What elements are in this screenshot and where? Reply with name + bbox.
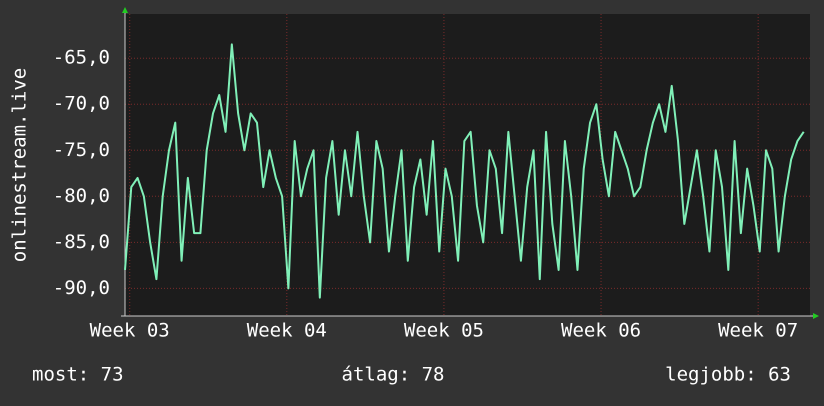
y-tick-label: -65,0: [53, 47, 110, 69]
y-tick-label: -90,0: [53, 277, 110, 299]
x-tick-label: Week 03: [90, 320, 170, 342]
x-axis-arrow: [813, 313, 819, 319]
stat-best: legjobb: 63: [665, 364, 791, 386]
y-tick-label: -70,0: [53, 93, 110, 115]
x-tick-label: Week 07: [718, 320, 798, 342]
y-axis-label: onlinestream.live: [9, 68, 31, 262]
data-line: [124, 43, 805, 299]
y-tick-label: -75,0: [53, 139, 110, 161]
x-tick-label: Week 05: [404, 320, 484, 342]
stat-current: most: 73: [32, 364, 124, 386]
y-tick-label: -85,0: [53, 231, 110, 253]
x-tick-label: Week 06: [561, 320, 641, 342]
stat-average: átlag: 78: [342, 364, 445, 386]
y-axis-arrow: [122, 7, 128, 13]
x-tick-label: Week 04: [247, 320, 327, 342]
y-tick-label: -80,0: [53, 185, 110, 207]
plot-area: [125, 14, 810, 316]
